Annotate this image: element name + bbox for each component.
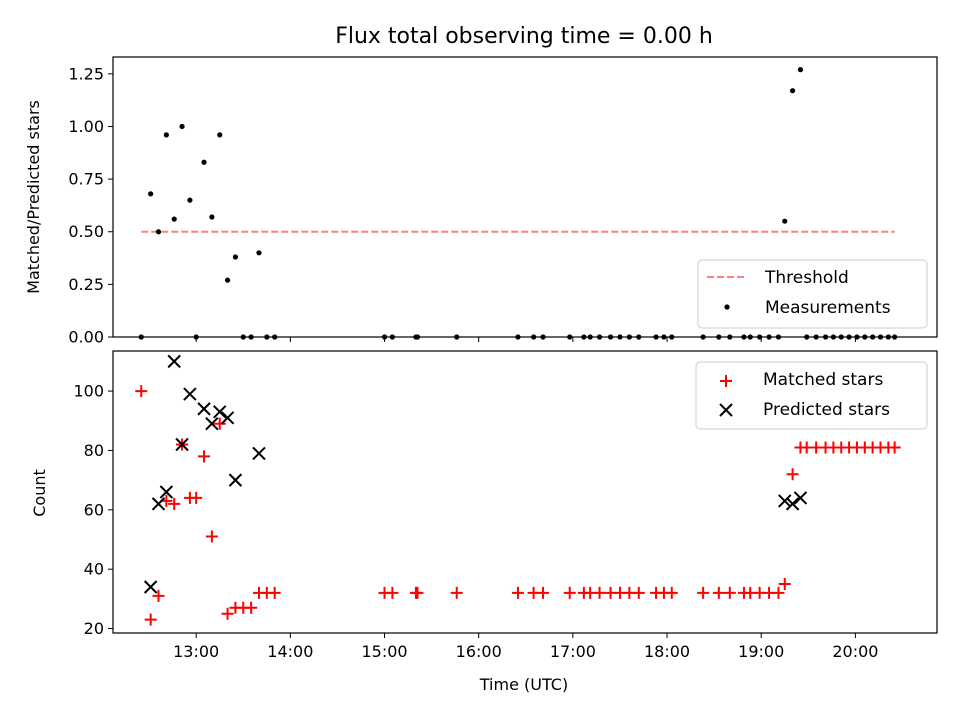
bottom-y-tick-label: 80 — [84, 441, 104, 460]
matched-stars-point — [665, 586, 678, 599]
top-y-tick-label: 0.00 — [68, 328, 104, 347]
matched-stars-point — [411, 586, 424, 599]
measurement-point — [155, 229, 162, 235]
top-y-tick-label: 0.50 — [68, 222, 104, 241]
matched-stars-point — [772, 586, 785, 599]
matched-stars-point — [563, 586, 576, 599]
predicted-stars-point — [785, 497, 800, 511]
matched-stars-point — [198, 450, 211, 463]
bottom-x-tick-label: 16:00 — [456, 642, 502, 661]
legend-matched-swatch — [720, 375, 732, 387]
measurement-point — [782, 218, 788, 224]
x-axis-label: Time (UTC) — [479, 675, 568, 694]
predicted-stars-point — [167, 354, 181, 369]
legend-predicted-label: Predicted stars — [763, 400, 890, 420]
measurement-point — [232, 254, 239, 260]
predicted-stars-point — [220, 411, 235, 425]
bottom-x-tick-label: 19:00 — [738, 642, 784, 661]
bottom-y-tick-label: 20 — [84, 619, 104, 638]
predicted-stars-point — [183, 387, 197, 401]
matched-stars-point — [221, 607, 234, 620]
measurement-point — [217, 132, 223, 138]
predicted-stars-point — [159, 485, 174, 499]
measurement-point — [790, 88, 796, 94]
predicted-stars-point — [793, 491, 808, 505]
top-legend-box — [697, 259, 928, 329]
bottom-axes-frame — [112, 350, 938, 634]
matched-stars-point — [712, 586, 725, 599]
bottom-x-tick-label: 18:00 — [644, 642, 690, 661]
predicted-stars-point — [143, 580, 158, 594]
measurement-point — [148, 191, 154, 197]
matched-stars-point — [697, 586, 710, 599]
predicted-stars-point — [228, 473, 243, 487]
matched-stars-point — [632, 586, 645, 599]
measurement-point — [187, 197, 193, 203]
bottom-legend: Matched stars Predicted stars — [695, 361, 928, 430]
matched-stars-point — [268, 586, 281, 599]
matched-stars-point — [386, 586, 399, 599]
predicted-stars-point — [778, 494, 792, 508]
legend-measurements-swatch — [724, 304, 730, 310]
predicted-stars-point — [151, 497, 166, 511]
bottom-x-tick-label: 13:00 — [173, 642, 219, 661]
measurement-point — [201, 159, 207, 165]
measurement-point — [209, 214, 215, 220]
matched-stars-point — [168, 497, 181, 510]
matched-stars-point — [450, 586, 463, 599]
matched-stars-point — [144, 613, 157, 626]
matched-stars-point — [723, 586, 736, 599]
matched-stars-point — [135, 385, 148, 398]
predicted-stars-point — [205, 417, 219, 431]
predicted-stars-point — [175, 437, 189, 452]
bottom-y-axis-label: Count — [30, 469, 49, 517]
bottom-x-tick-label: 17:00 — [550, 642, 596, 661]
predicted-stars-point — [197, 402, 211, 416]
top-chart-title: Flux total observing time = 0.00 h — [335, 24, 713, 49]
matched-stars-point — [205, 530, 218, 543]
top-y-axis-label: Matched/Predicted stars — [24, 100, 43, 294]
top-y-tick-label: 1.25 — [68, 64, 104, 83]
measurement-point — [163, 132, 169, 138]
matched-stars-point — [778, 578, 791, 591]
legend-measurements-label: Measurements — [765, 298, 891, 318]
top-panel: Flux total observing time = 0.00 h Match… — [24, 24, 938, 347]
matched-stars-point — [888, 441, 901, 454]
bottom-y-tick-label: 40 — [84, 560, 104, 579]
top-legend: Threshold Measurements — [697, 259, 928, 329]
bottom-panel: Count Time (UTC) 20 40 60 80 100 13:00 14:00 15… — [30, 350, 938, 694]
top-y-tick-label: 0.75 — [68, 170, 104, 189]
predicted-stars-point — [252, 446, 266, 461]
top-axes-frame — [112, 56, 938, 338]
top-y-tick-label: 0.25 — [68, 275, 104, 294]
measurement-point — [797, 67, 804, 73]
matched-stars-point — [593, 586, 606, 599]
bottom-plot-area: 20 40 60 80 100 13:00 14:00 15:00 16:00 17:00 18:0… — [73, 354, 901, 661]
matched-stars-point — [152, 589, 165, 602]
bottom-legend-box — [695, 361, 928, 430]
matched-stars-point — [190, 491, 203, 504]
legend-threshold-label: Threshold — [764, 268, 849, 288]
measurement-point — [256, 250, 262, 256]
legend-predicted-swatch — [719, 403, 733, 417]
matched-stars-point — [245, 601, 258, 614]
matched-stars-point — [786, 468, 799, 481]
top-y-tick-label: 1.00 — [68, 117, 104, 136]
bottom-y-tick-label: 60 — [84, 500, 104, 519]
matched-stars-point — [213, 417, 226, 430]
matched-stars-point — [511, 586, 524, 599]
measurement-point — [224, 277, 231, 283]
matched-stars-point — [537, 586, 550, 599]
predicted-stars-point — [213, 405, 227, 419]
bottom-x-tick-label: 14:00 — [267, 642, 313, 661]
measurement-point — [179, 123, 185, 130]
legend-matched-label: Matched stars — [763, 370, 883, 390]
bottom-x-tick-label: 20:00 — [832, 642, 878, 661]
measurement-point — [171, 216, 177, 222]
bottom-y-tick-label: 100 — [73, 382, 104, 401]
bottom-x-tick-label: 15:00 — [361, 642, 407, 661]
